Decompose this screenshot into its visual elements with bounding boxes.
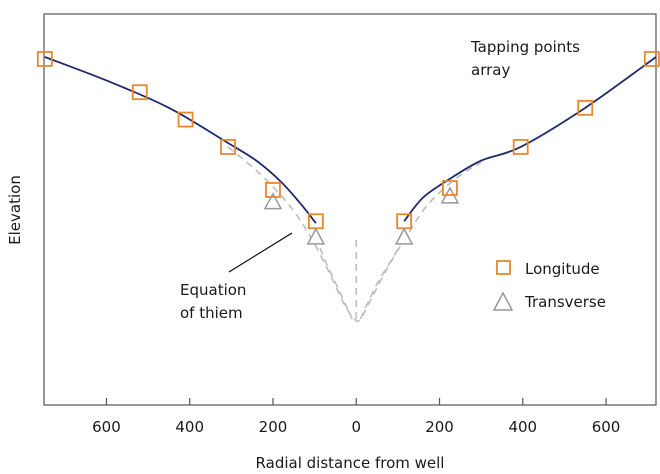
- longitude-marker-8: [512, 139, 529, 155]
- x-tick-label-4: 200: [425, 418, 454, 436]
- thiem-label-line-2: of thiem: [180, 304, 243, 322]
- legend: Longitude Transverse: [492, 260, 606, 311]
- x-tick-label-3: 0: [351, 418, 361, 436]
- markers: [36, 51, 660, 245]
- longitude-marker-0: [36, 51, 53, 67]
- longitude-marker-10: [643, 51, 660, 67]
- tapping-points-curve-left: [44, 56, 317, 224]
- tapping-points-label-line-1: Tapping points: [470, 38, 580, 56]
- tapping-points-label-line-2: array: [471, 61, 510, 79]
- plot-frame: [43, 13, 657, 406]
- y-axis-title: Elevation: [6, 175, 24, 245]
- longitude-marker-1: [131, 84, 148, 101]
- legend-longitude-marker: [496, 260, 511, 275]
- legend-transverse-label: Transverse: [524, 293, 606, 311]
- longitude-marker-9: [577, 99, 594, 116]
- legend-transverse-marker: [492, 291, 514, 311]
- x-tick-label-2: 200: [259, 418, 288, 436]
- thiem-dashed-curve-2: [315, 236, 353, 320]
- x-axis-tick-labels: 600 400 200 0 200 400 600: [92, 418, 620, 436]
- thiem-dashed-curve-1: [227, 146, 482, 323]
- longitude-marker-5: [307, 213, 324, 230]
- tapping-points-curve-right: [403, 56, 657, 222]
- transverse-marker-1: [306, 227, 326, 245]
- x-axis-title: Radial distance from well: [256, 454, 445, 472]
- thiem-leader-line: [228, 232, 293, 273]
- transverse-marker-0: [263, 192, 283, 210]
- longitude-marker-4: [265, 182, 281, 198]
- thiem-label-line-1: Equation: [180, 281, 246, 299]
- x-tick-label-1: 400: [175, 418, 204, 436]
- x-tick-label-5: 400: [508, 418, 537, 436]
- longitude-marker-6: [396, 213, 413, 230]
- x-axis-ticks: [105, 398, 607, 405]
- transverse-marker-2: [394, 227, 414, 245]
- x-tick-label-0: 600: [92, 418, 121, 436]
- thiem-dashed-curve-3: [359, 236, 405, 320]
- x-tick-label-6: 600: [592, 418, 621, 436]
- legend-longitude-label: Longitude: [525, 260, 600, 278]
- longitude-marker-2: [177, 111, 194, 128]
- longitude-marker-3: [220, 139, 236, 155]
- longitude-marker-7: [442, 180, 458, 196]
- curves: [44, 56, 657, 323]
